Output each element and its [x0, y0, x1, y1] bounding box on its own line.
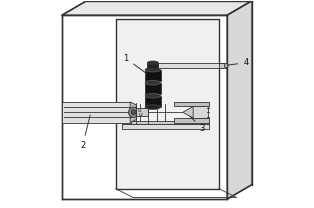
Ellipse shape [145, 80, 161, 85]
Bar [122, 120, 208, 124]
Bar [145, 83, 161, 94]
Bar [191, 106, 208, 119]
Polygon shape [116, 19, 219, 189]
Circle shape [131, 110, 136, 115]
Bar [145, 96, 161, 107]
Text: 1: 1 [123, 54, 147, 73]
Polygon shape [130, 102, 136, 123]
Bar [145, 70, 161, 81]
Bar [174, 119, 208, 123]
Polygon shape [227, 1, 252, 199]
Bar [122, 124, 208, 129]
Polygon shape [62, 15, 227, 199]
Ellipse shape [148, 61, 158, 65]
Bar [219, 63, 226, 68]
Bar [136, 108, 148, 116]
Circle shape [128, 107, 139, 118]
Ellipse shape [145, 67, 161, 72]
Bar [62, 102, 131, 123]
Text: L1: L1 [137, 109, 142, 113]
Ellipse shape [145, 93, 161, 98]
Polygon shape [183, 106, 193, 118]
Text: 3: 3 [190, 116, 205, 133]
Text: 2: 2 [80, 115, 90, 150]
Text: L2: L2 [139, 113, 144, 117]
Bar [158, 63, 223, 68]
Bar [148, 63, 158, 68]
Bar [174, 102, 208, 106]
Text: 4: 4 [227, 58, 248, 67]
Polygon shape [62, 1, 252, 15]
Ellipse shape [148, 66, 158, 70]
Ellipse shape [145, 105, 161, 109]
Ellipse shape [225, 63, 228, 68]
